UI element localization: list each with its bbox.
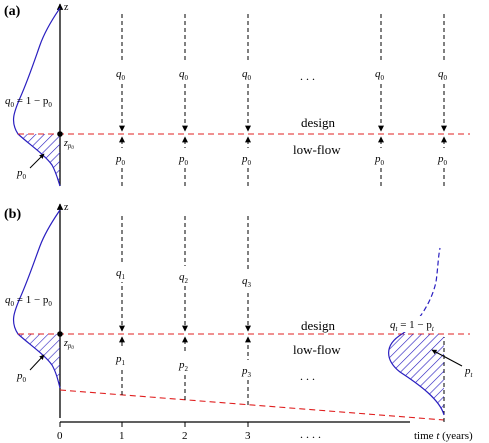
- panel-a-p0-label: p0: [16, 167, 27, 181]
- panel-b-p-labels: p1 p2 p3: [113, 348, 257, 380]
- panel-b-p-label: p1: [115, 353, 126, 367]
- panel-a-p-labels: p0 p0 p0 p0 p0: [113, 148, 453, 168]
- panel-b-hatched-tail: [18, 334, 60, 388]
- panel-a: (a) z zp0 q0 = 1 − p0 p0: [4, 2, 470, 187]
- panel-b-p-label: p2: [178, 359, 189, 373]
- panel-a-p-label: p0: [115, 153, 126, 167]
- panel-b: (b) z zp0 q0 = 1 − p0 p0 q1: [4, 202, 474, 442]
- panel-b-x-tick: 3: [245, 430, 251, 442]
- panel-b-right-curve-lower: [388, 333, 445, 416]
- panel-b-time-label: time t (years): [414, 430, 473, 442]
- panel-b-q0-equation: q0 = 1 − p0: [5, 294, 52, 308]
- panel-b-qt-equation: qt = 1 − pt: [390, 319, 435, 333]
- panel-a-p-label: p0: [178, 153, 189, 167]
- panel-b-p-label: p3: [241, 365, 252, 379]
- panel-a-q-label: q0: [116, 68, 126, 82]
- panel-b-design-text: design: [301, 318, 335, 333]
- panel-b-q-label: q3: [242, 275, 252, 289]
- panel-b-x-tick: 2: [182, 430, 188, 442]
- panel-a-hatched-tail: [18, 134, 60, 186]
- panel-b-lowflow-text: low-flow: [293, 342, 341, 357]
- panel-a-design-text: design: [301, 115, 335, 130]
- panel-b-p0-label: p0: [16, 370, 27, 384]
- panel-b-x-tick: 1: [119, 430, 125, 442]
- panel-a-axis-label: z: [64, 2, 69, 13]
- panel-b-q-labels: q1 q2 q3: [113, 262, 257, 290]
- panel-a-zp0-label: zp0: [63, 138, 74, 151]
- panel-a-q0-equation: q0 = 1 − p0: [5, 95, 52, 109]
- panel-b-axis-label: z: [64, 202, 69, 213]
- panel-a-q-label: q0: [438, 68, 448, 82]
- panel-a-q-label: q0: [242, 68, 252, 82]
- panel-a-design-point: [57, 131, 63, 137]
- panel-b-distribution-curve: [12, 209, 61, 389]
- panel-b-zp0-label: zp0: [63, 338, 74, 351]
- panel-b-axis-dots: . . . .: [300, 427, 321, 441]
- panel-a-p-label: p0: [374, 153, 385, 167]
- panel-a-p-label: p0: [241, 153, 252, 167]
- panel-b-label: (b): [4, 207, 21, 222]
- panel-a-dots: . . .: [300, 69, 315, 83]
- panel-a-year-arrows: [119, 14, 447, 186]
- panel-b-trend-line: [59, 389, 445, 421]
- panel-b-right-hatched-tail: [388, 334, 444, 415]
- panel-a-q-labels: q0 q0 q0 q0 q0: [113, 62, 453, 82]
- panel-b-q-label: q2: [179, 271, 189, 285]
- panel-b-pt-label: pt: [464, 365, 474, 379]
- panel-b-p0-pointer: [29, 354, 45, 371]
- panel-b-design-point: [57, 331, 63, 337]
- panel-a-lowflow-text: low-flow: [293, 142, 341, 157]
- panel-a-p-label: p0: [437, 153, 448, 167]
- panel-a-distribution-curve: [12, 7, 61, 187]
- panel-a-q-label: q0: [179, 68, 189, 82]
- panel-b-dots-mid: . . .: [300, 369, 315, 383]
- panel-b-q-label: q1: [116, 267, 126, 281]
- panel-b-x-tick: 0: [57, 430, 63, 442]
- panel-a-label: (a): [4, 4, 21, 19]
- panel-b-pt-pointer: [431, 349, 463, 367]
- panel-b-x-ticks: 0 1 2 3: [57, 422, 251, 442]
- panel-a-q-label: q0: [375, 68, 385, 82]
- panel-a-p0-pointer: [29, 153, 45, 169]
